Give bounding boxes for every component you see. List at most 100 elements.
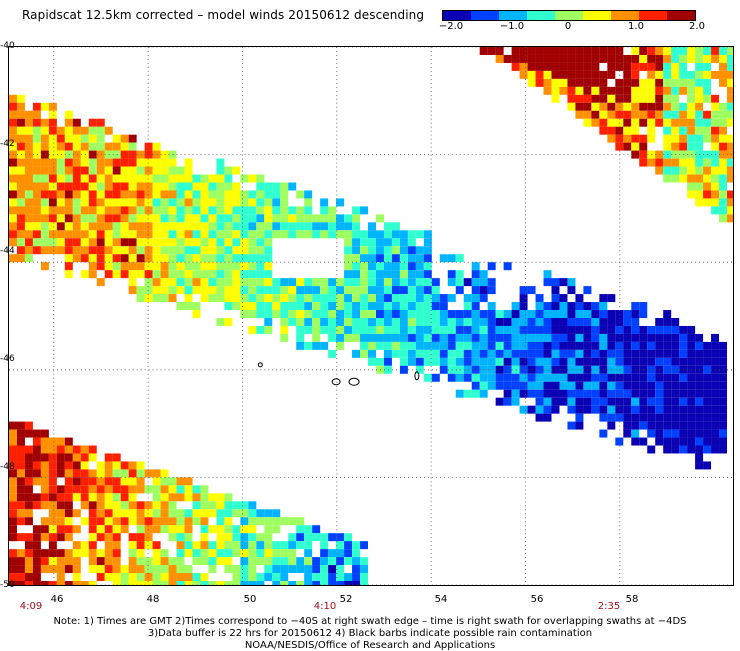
- wind-cell: [455, 357, 464, 366]
- wind-cell: [64, 557, 73, 566]
- wind-cell: [687, 397, 696, 406]
- wind-cell: [631, 317, 640, 326]
- wind-cell: [112, 270, 121, 279]
- wind-cell: [104, 182, 113, 191]
- wind-cell: [32, 230, 41, 239]
- wind-cell: [368, 246, 376, 255]
- wind-cell: [232, 182, 241, 191]
- wind-cell: [312, 294, 321, 303]
- wind-cell: [176, 525, 185, 534]
- wind-cell: [192, 262, 201, 271]
- wind-cell: [72, 142, 81, 151]
- wind-cell: [264, 246, 273, 255]
- wind-cell: [495, 381, 504, 390]
- wind-cell: [224, 294, 233, 303]
- wind-cell: [64, 230, 73, 239]
- wind-cell: [527, 405, 536, 414]
- wind-cell: [160, 469, 169, 478]
- wind-cell: [703, 445, 712, 454]
- wind-cell: [687, 78, 696, 87]
- wind-cell: [80, 549, 89, 558]
- wind-cell: [495, 357, 504, 366]
- wind-cell: [48, 182, 57, 191]
- wind-cell: [567, 389, 576, 398]
- wind-cell: [80, 445, 89, 454]
- wind-cell: [152, 581, 161, 585]
- wind-cell: [32, 573, 41, 582]
- wind-cell: [687, 110, 696, 119]
- wind-cell: [64, 445, 73, 454]
- wind-cell: [615, 325, 624, 334]
- wind-cell: [344, 533, 353, 542]
- wind-cell: [615, 341, 624, 350]
- wind-cell: [32, 182, 41, 191]
- wind-cell: [623, 389, 632, 398]
- wind-cell: [208, 581, 217, 585]
- wind-cell: [80, 453, 89, 462]
- wind-cell: [16, 206, 25, 215]
- wind-cell: [64, 501, 73, 510]
- wind-cell: [224, 214, 233, 223]
- wind-cell: [647, 325, 656, 334]
- wind-cell: [88, 190, 97, 199]
- wind-cell: [415, 230, 424, 239]
- wind-cell: [160, 573, 169, 582]
- wind-cell: [40, 206, 49, 215]
- wind-cell: [655, 54, 664, 63]
- wind-cell: [96, 142, 105, 151]
- wind-cell: [88, 182, 97, 191]
- wind-cell: [623, 62, 632, 71]
- wind-cell: [112, 501, 121, 510]
- wind-cell: [655, 317, 664, 326]
- wind-cell: [623, 397, 632, 406]
- wind-cell: [551, 70, 560, 79]
- wind-cell: [543, 325, 552, 334]
- wind-cell: [360, 206, 369, 215]
- wind-cell: [40, 142, 49, 151]
- wind-cell: [240, 286, 249, 295]
- wind-cell: [623, 94, 632, 103]
- wind-cell: [128, 477, 137, 486]
- wind-cell: [216, 549, 225, 558]
- wind-cell: [144, 270, 153, 279]
- wind-cell: [32, 158, 41, 167]
- wind-cell: [176, 477, 185, 486]
- wind-cell: [48, 230, 57, 239]
- wind-cell: [48, 541, 57, 550]
- wind-cell: [248, 206, 257, 215]
- wind-cell: [663, 158, 672, 167]
- wind-cell: [695, 429, 704, 438]
- wind-cell: [208, 278, 217, 287]
- wind-cell: [671, 397, 680, 406]
- wind-cell: [56, 493, 65, 502]
- wind-cell: [152, 182, 161, 191]
- wind-cell: [423, 238, 432, 247]
- wind-cell: [679, 47, 688, 55]
- wind-cell: [527, 317, 536, 326]
- wind-cell: [152, 142, 161, 151]
- island-outline: [331, 378, 341, 386]
- wind-cell: [368, 341, 376, 350]
- wind-cell: [527, 70, 536, 79]
- wind-cell: [383, 278, 392, 287]
- wind-cell: [72, 477, 81, 486]
- wind-cell: [415, 349, 424, 358]
- wind-cell: [407, 278, 416, 287]
- wind-cell: [479, 341, 488, 350]
- wind-cell: [503, 325, 512, 334]
- wind-cell: [184, 509, 193, 518]
- wind-cell: [631, 86, 640, 95]
- wind-cell: [687, 445, 696, 454]
- wind-cell: [719, 47, 728, 55]
- wind-cell: [32, 174, 41, 183]
- wind-cell: [599, 126, 608, 135]
- wind-cell: [232, 190, 241, 199]
- wind-cell: [216, 270, 225, 279]
- wind-cell: [583, 47, 592, 55]
- wind-cell: [623, 421, 632, 430]
- wind-cell: [184, 262, 193, 271]
- wind-cell: [168, 565, 177, 574]
- wind-cell: [88, 445, 97, 454]
- wind-cell: [24, 198, 33, 207]
- wind-cell: [192, 182, 201, 191]
